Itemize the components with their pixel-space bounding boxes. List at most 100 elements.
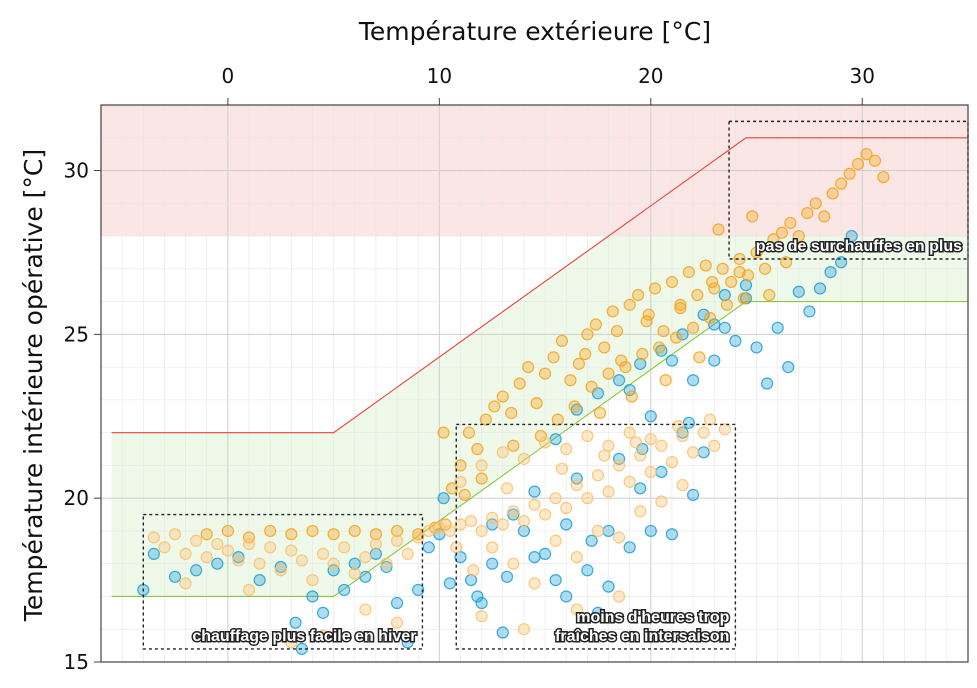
data-point xyxy=(674,298,687,311)
data-point xyxy=(422,541,435,554)
data-point xyxy=(568,400,581,413)
data-point xyxy=(657,324,670,338)
data-point xyxy=(327,528,340,541)
data-point xyxy=(190,534,203,547)
data-point xyxy=(380,560,393,574)
data-point xyxy=(598,449,611,462)
data-point xyxy=(507,505,520,518)
data-point xyxy=(538,508,552,521)
data-point xyxy=(401,636,414,649)
data-point xyxy=(672,419,685,433)
data-point xyxy=(507,439,520,452)
data-point xyxy=(591,524,605,538)
annotation-box xyxy=(142,513,424,650)
data-point xyxy=(274,560,287,574)
data-point xyxy=(528,577,541,590)
data-point xyxy=(211,537,224,551)
data-point xyxy=(718,423,731,436)
data-point xyxy=(285,528,298,541)
data-point xyxy=(632,288,645,302)
data-point xyxy=(813,282,827,295)
data-point xyxy=(221,524,234,538)
data-point xyxy=(697,308,710,321)
series-2 xyxy=(147,413,731,649)
data-point xyxy=(598,341,611,354)
data-point xyxy=(634,449,647,462)
comfort-limit-lines xyxy=(111,137,968,598)
data-point xyxy=(851,157,865,171)
data-point xyxy=(803,305,816,318)
data-point xyxy=(289,616,302,629)
y-tick-label: 20 xyxy=(64,486,89,510)
data-point xyxy=(401,547,414,560)
data-point xyxy=(564,374,577,387)
data-point xyxy=(359,570,372,583)
data-point xyxy=(443,524,457,538)
data-point xyxy=(475,610,488,623)
data-point xyxy=(486,541,499,554)
data-point xyxy=(439,518,452,531)
annotation-label: chauffage plus facile en hiver xyxy=(192,628,416,645)
data-point xyxy=(500,482,514,495)
y-axis-ticks: 15 20 25 30 xyxy=(64,159,101,674)
data-point xyxy=(380,557,393,570)
data-point xyxy=(686,488,700,501)
data-point xyxy=(158,541,171,554)
data-point xyxy=(547,351,560,364)
data-point xyxy=(782,361,795,374)
data-point xyxy=(433,521,446,534)
data-point xyxy=(486,557,499,570)
x-tick-label: 0 xyxy=(222,64,235,88)
data-point xyxy=(500,570,514,583)
data-point xyxy=(708,282,721,295)
data-point xyxy=(750,341,763,354)
data-point xyxy=(538,547,552,560)
data-point xyxy=(168,570,182,583)
data-point xyxy=(716,262,729,275)
data-point xyxy=(505,406,518,420)
data-point xyxy=(221,544,234,557)
data-point xyxy=(348,567,361,580)
data-point xyxy=(665,456,679,469)
data-point xyxy=(147,547,160,560)
annotation-boxes: pas de surchauffes en plus moins d'heures… xyxy=(142,120,969,650)
data-point xyxy=(274,564,287,577)
data-point xyxy=(703,413,717,426)
data-point xyxy=(860,148,873,161)
data-point xyxy=(327,557,340,570)
data-point xyxy=(190,564,203,577)
data-point xyxy=(877,170,890,184)
data-point xyxy=(496,626,509,639)
data-point xyxy=(612,452,626,465)
data-point xyxy=(636,347,649,361)
data-point xyxy=(242,537,256,551)
data-point xyxy=(264,541,277,554)
data-point xyxy=(471,442,484,456)
data-point xyxy=(475,596,488,610)
data-point xyxy=(422,524,435,538)
data-point xyxy=(232,551,245,564)
data-point xyxy=(712,223,725,236)
data-point xyxy=(555,334,569,348)
data-point xyxy=(665,528,679,541)
data-point xyxy=(471,590,484,603)
data-point xyxy=(369,537,383,551)
data-point xyxy=(522,361,535,374)
data-point xyxy=(625,390,638,403)
data-point xyxy=(560,590,573,603)
data-point xyxy=(644,465,657,479)
data-point xyxy=(475,524,488,538)
x-axis-ticks: 0 10 20 30 xyxy=(222,64,875,105)
data-point xyxy=(534,429,547,443)
data-point xyxy=(818,210,831,223)
data-point xyxy=(718,321,731,334)
data-point xyxy=(538,367,552,380)
annotation-label: fraîches en intersaison xyxy=(555,628,729,645)
data-point xyxy=(676,426,689,439)
data-point xyxy=(464,573,478,587)
data-point xyxy=(826,187,839,200)
data-point xyxy=(780,256,793,269)
data-point xyxy=(676,478,689,492)
data-point xyxy=(868,154,882,167)
data-point xyxy=(496,390,509,403)
